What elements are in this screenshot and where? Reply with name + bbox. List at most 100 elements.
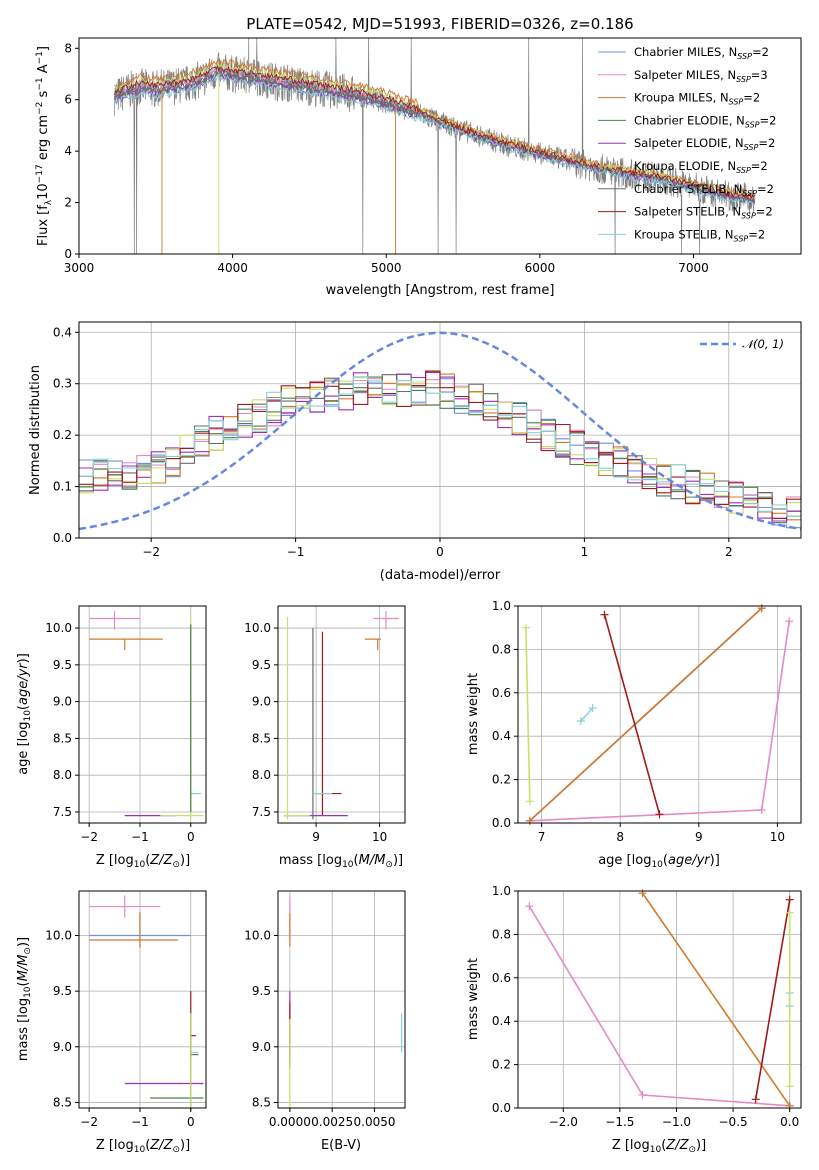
mass-vs-extinction-frame	[277, 890, 406, 1109]
weight-vs-metallicity-ticks: −2.0 −1.5 −1.0 −0.5 0.0 0.0 0.2 0.4 0.6 0.8 1.0	[492, 884, 799, 1129]
ssp-point	[89, 895, 161, 918]
weight-marker	[638, 1090, 647, 1099]
x-tick-label: −1	[131, 1115, 149, 1129]
y-tick-label: 0.4	[492, 1014, 511, 1028]
y-tick-label: 9.5	[53, 984, 72, 998]
weight-line	[603, 614, 661, 815]
residual-histogram-series	[79, 373, 801, 524]
ssp-point	[364, 638, 381, 651]
y-tick-label: 8.0	[252, 768, 271, 782]
y-tick-label: 0	[64, 247, 72, 261]
y-tick-label: 9.0	[53, 695, 72, 709]
mass-vs-metallicity-xlabel: Z [log10(Z/Z⊙)]	[96, 1138, 190, 1155]
residual-plot-area	[78, 331, 802, 531]
weight-marker	[785, 895, 794, 904]
x-tick-label: −1.0	[662, 1115, 691, 1129]
weight-line	[580, 707, 594, 722]
legend-entry-label: Salpeter STELIB, NSSP=2	[634, 205, 773, 221]
ssp-point	[89, 638, 163, 651]
weight-vs-age-frame	[517, 605, 802, 824]
mass-vs-metallicity-panel: −2 −1 0 8.5 9.0 9.5 10.0 Z [log10(Z/Z⊙)] mass …	[16, 890, 207, 1155]
x-tick-label: 0	[436, 545, 444, 559]
y-tick-label: 0.0	[492, 1101, 511, 1115]
weight-vs-age-ticks: 7 8 9 10 0.0 0.2 0.4 0.6 0.8 1.0	[492, 599, 785, 844]
x-tick-label: −2.0	[549, 1115, 578, 1129]
x-tick-label: −2	[80, 830, 98, 844]
x-tick-label: 0.0	[780, 1115, 799, 1129]
model-spectrum-line	[113, 74, 755, 206]
weight-marker	[655, 810, 664, 819]
x-tick-label: 4000	[217, 261, 248, 275]
y-tick-label: 7.5	[53, 805, 72, 819]
x-tick-label: 0	[187, 830, 195, 844]
weight-marker	[521, 623, 530, 632]
weight-marker	[576, 717, 585, 726]
residual-panel: −2 −1 0 1 2 0.0 0.1 0.2 0.3 0.4 (data-model)/erro…	[28, 321, 802, 583]
y-tick-label: 8.5	[252, 1095, 271, 1109]
weight-vs-metallicity-plot	[518, 889, 801, 1110]
y-tick-label: 0.8	[492, 642, 511, 656]
gaussian-curve	[78, 331, 802, 531]
weight-vs-metallicity-xlabel: Z [log10(Z/Z⊙)]	[612, 1138, 706, 1155]
x-tick-label: −2	[142, 545, 160, 559]
y-tick-label: 10.0	[244, 621, 271, 635]
age-vs-metallicity-panel: −2 −1 0 7.5 8.0 8.5 9.0 9.5 10.0 Z [log10(Z/Z⊙)]…	[16, 605, 207, 870]
y-tick-label: 10.0	[45, 621, 72, 635]
model-spectrum-line	[114, 71, 755, 205]
x-tick-label: 7000	[678, 261, 709, 275]
mass-vs-extinction-panel: 0.0000 0.0025 0.0050 8.5 9.0 9.5 10.0 E(B-V)	[244, 890, 406, 1153]
residual-ticks: −2 −1 0 1 2 0.0 0.1 0.2 0.3 0.4	[53, 325, 733, 559]
spectrum-xlabel: wavelength [Angstrom, rest frame]	[326, 283, 555, 298]
spectrum-title: PLATE=0542, MJD=51993, FIBERID=0326, z=0…	[246, 15, 633, 33]
x-tick-label: −1	[131, 830, 149, 844]
residual-ylabel: Normed distribution	[28, 365, 43, 495]
y-tick-label: 0.8	[492, 927, 511, 941]
mass-vs-extinction-plot	[278, 891, 405, 1108]
y-tick-label: 0.0	[53, 531, 72, 545]
y-tick-label: 0.4	[53, 325, 72, 339]
ssp-point	[373, 611, 399, 630]
y-tick-label: 0.0	[492, 816, 511, 830]
y-tick-label: 8.5	[252, 731, 271, 745]
y-tick-label: 0.6	[492, 686, 511, 700]
legend-entry-label: Chabrier MILES, NSSP=2	[634, 45, 769, 61]
weight-vs-age-plot	[518, 604, 801, 825]
x-tick-label: 0.0000	[269, 1115, 311, 1129]
y-tick-label: 1.0	[492, 884, 511, 898]
mass-vs-metallicity-ticks: −2 −1 0 8.5 9.0 9.5 10.0	[45, 929, 194, 1129]
weight-vs-age-ylabel: mass weight	[466, 673, 481, 755]
weight-marker	[785, 617, 794, 626]
age-vs-metallicity-plot	[79, 606, 206, 823]
residual-histogram-series	[79, 374, 801, 517]
y-tick-label: 0.3	[53, 377, 72, 391]
x-tick-label: 3000	[64, 261, 95, 275]
weight-line	[528, 905, 790, 1107]
x-tick-label: −0.5	[719, 1115, 748, 1129]
y-tick-label: 9.5	[252, 658, 271, 672]
ssp-point	[190, 1010, 199, 1111]
y-tick-label: 8.5	[53, 731, 72, 745]
x-tick-label: 5000	[371, 261, 402, 275]
spectrum-frame	[78, 37, 802, 255]
gaussian-legend-label: 𝒩(0, 1)	[742, 337, 784, 351]
y-tick-label: 7.5	[252, 805, 271, 819]
age-vs-metallicity-ticks: −2 −1 0 7.5 8.0 8.5 9.0 9.5 10.0	[45, 621, 194, 844]
legend-entry-label: Kroupa ELODIE, NSSP=2	[634, 159, 768, 175]
x-tick-label: 7	[538, 830, 546, 844]
y-tick-label: 8.0	[53, 768, 72, 782]
y-tick-label: 0.2	[492, 1058, 511, 1072]
model-spectrum-line	[113, 65, 755, 200]
spectrum-panel: PLATE=0542, MJD=51993, FIBERID=0326, z=0…	[35, 15, 802, 298]
y-tick-label: 9.0	[252, 1040, 271, 1054]
spectrum-legend: Chabrier MILES, NSSP=2 Salpeter MILES, NS…	[598, 45, 776, 243]
y-tick-label: 10.0	[244, 929, 271, 943]
model-spectrum-line	[114, 62, 756, 200]
x-tick-label: −1.5	[605, 1115, 634, 1129]
age-vs-mass-plot	[278, 606, 405, 823]
age-vs-metallicity-frame	[78, 605, 207, 824]
legend-entry-label: Chabrier ELODIE, NSSP=2	[634, 113, 776, 129]
legend-entry-label: Salpeter MILES, NSSP=3	[634, 68, 768, 84]
x-tick-label: 6000	[525, 261, 556, 275]
weight-vs-metallicity-panel: −2.0 −1.5 −1.0 −0.5 0.0 0.0 0.2 0.4 0.6 0.8 1.0 Z …	[466, 884, 802, 1155]
residual-grid	[79, 322, 801, 539]
